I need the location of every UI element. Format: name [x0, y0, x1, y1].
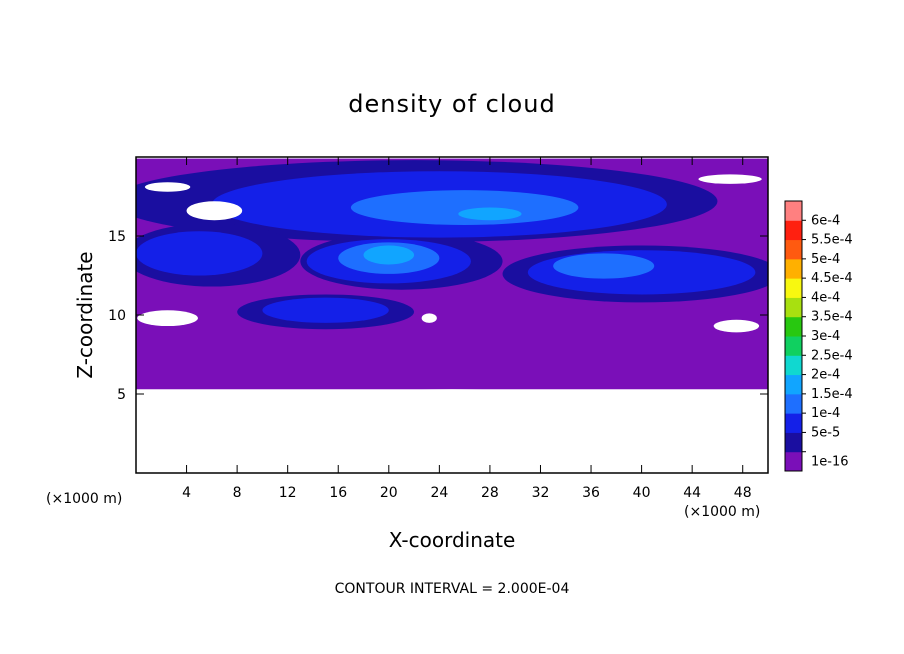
colorbar-label: 3.5e-4: [811, 310, 853, 325]
colorbar-band-12: [785, 220, 802, 241]
y-tick-label: 15: [108, 229, 126, 245]
contour-region-14: [363, 245, 415, 265]
y-tick-label: 5: [117, 387, 126, 403]
x-tick-label: 24: [430, 485, 448, 501]
colorbar-label: 4e-4: [811, 290, 840, 305]
colorbar-label: 5e-5: [811, 425, 840, 440]
x-axis: 4 8 12 16 20 24 28 32 36 40 44 48: [182, 157, 752, 501]
colorbar-band-0: [785, 451, 802, 472]
empty-region-0: [136, 389, 768, 473]
x-axis-title: X-coordinate: [389, 528, 516, 552]
colorbar-band-6: [785, 336, 802, 356]
x-tick-label: 16: [329, 485, 347, 501]
x-tick-label: 32: [532, 485, 550, 501]
empty-region-3: [137, 310, 198, 327]
colorbar: 1e-16 5e-5 1e-4 1.5e-4 2e-4 2.5e-4 3e-4 3.5e-4 4…: [784, 200, 853, 472]
colorbar-label: 1e-16: [811, 454, 849, 469]
colorbar-label: 1e-4: [811, 406, 840, 421]
y-axis-title: Z-coordinate: [73, 251, 97, 378]
colorbar-label: 2.5e-4: [811, 348, 853, 363]
colorbar-label: 4.5e-4: [811, 271, 853, 286]
colorbar-band-2: [785, 413, 802, 433]
x-tick-label: 20: [380, 485, 398, 501]
contour-interval-note: CONTOUR INTERVAL = 2.000E-04: [335, 581, 570, 597]
contour-region-13: [553, 253, 655, 279]
contour-region-15: [458, 207, 522, 221]
contour-region-10: [262, 297, 389, 323]
colorbar-band-9: [785, 278, 802, 298]
colorbar-label: 5e-4: [811, 252, 840, 267]
y-axis: 5 10 15: [108, 229, 768, 403]
colorbar-band-4: [785, 374, 802, 395]
contour-region-7: [136, 231, 263, 276]
x-tick-label: 8: [233, 485, 242, 501]
colorbar-band-7: [785, 316, 802, 337]
colorbar-label: 1.5e-4: [811, 387, 853, 402]
x-tick-label: 4: [182, 485, 191, 501]
x-unit-label: (×1000 m): [684, 504, 760, 520]
empty-region-2: [144, 182, 191, 192]
contour-region-11: [350, 190, 579, 225]
empty-region-6: [698, 174, 762, 184]
colorbar-label: 2e-4: [811, 368, 840, 383]
x-tick-label: 48: [734, 485, 752, 501]
chart-title: density of cloud: [348, 90, 555, 118]
y-unit-label: (×1000 m): [46, 491, 122, 507]
colorbar-label: 3e-4: [811, 329, 840, 344]
y-tick-label: 10: [108, 308, 126, 324]
colorbar-band-1: [785, 432, 802, 453]
colorbar-label: 5.5e-4: [811, 233, 853, 248]
colorbar-band-13: [785, 201, 802, 221]
colorbar-band-10: [785, 258, 802, 279]
colorbar-band-5: [785, 355, 802, 376]
colorbar-band-11: [785, 239, 802, 260]
empty-region-4: [713, 319, 760, 333]
plot-area: [136, 158, 768, 473]
x-tick-label: 28: [481, 485, 499, 501]
x-tick-label: 12: [279, 485, 297, 501]
empty-region-1: [186, 201, 243, 221]
x-tick-label: 40: [633, 485, 651, 501]
x-tick-label: 44: [683, 485, 701, 501]
x-tick-label: 36: [582, 485, 600, 501]
colorbar-label: 6e-4: [811, 213, 840, 228]
empty-region-5: [421, 313, 437, 323]
colorbar-band-8: [785, 297, 802, 318]
colorbar-band-3: [785, 393, 802, 414]
